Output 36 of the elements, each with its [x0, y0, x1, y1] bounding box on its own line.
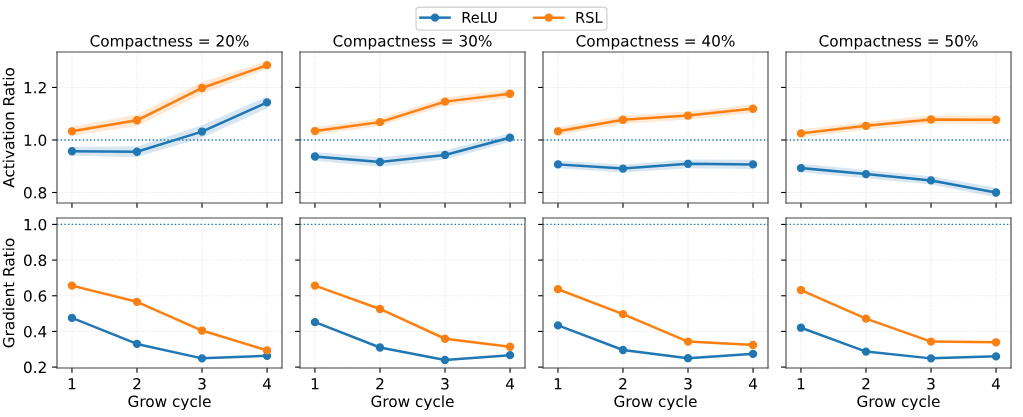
x-tick-label: 3: [441, 377, 449, 390]
x-axis-title: Grow cycle: [371, 395, 454, 411]
y-tick-label: 1.2: [24, 81, 46, 94]
chart-title: Compactness = 30%: [333, 35, 492, 50]
x-tick-label: 4: [991, 378, 1001, 390]
y-axis-title: Activation Ratio: [2, 68, 15, 188]
x-tick-label: 1: [554, 378, 562, 390]
x-tick-label: 1: [68, 378, 76, 390]
x-tick-label: 1: [797, 378, 805, 390]
chart-title: Compactness = 50%: [819, 35, 978, 50]
x-tick-label: 1: [311, 378, 319, 390]
y-axis-title: Gradient Ratio: [2, 238, 15, 348]
y-tick-label: 0.8: [23, 254, 47, 267]
chart-title: Compactness = 40%: [576, 35, 735, 50]
x-tick-label: 4: [748, 378, 758, 390]
y-tick-label: 0.4: [23, 325, 47, 338]
x-tick-label: 3: [684, 377, 692, 390]
legend-label: RSL: [576, 11, 603, 23]
y-tick-label: 0.8: [23, 186, 47, 199]
y-tick-label: 0.6: [23, 290, 47, 302]
x-axis-title: Grow cycle: [857, 395, 940, 411]
x-tick-label: 2: [376, 377, 384, 390]
x-tick-label: 2: [862, 377, 870, 390]
y-tick-label: 0.2: [23, 361, 46, 374]
x-tick-label: 2: [619, 377, 627, 390]
x-tick-label: 3: [198, 377, 206, 390]
x-tick-label: 4: [262, 378, 272, 390]
legend-label: ReLU: [462, 12, 497, 23]
y-tick-label: 1.0: [24, 218, 47, 231]
chart-title: Compactness = 20%: [90, 35, 249, 50]
y-tick-label: 1.0: [24, 134, 47, 146]
x-tick-label: 2: [133, 377, 141, 390]
x-tick-label: 3: [927, 377, 935, 390]
x-axis-title: Grow cycle: [614, 395, 697, 411]
x-axis-title: Grow cycle: [128, 395, 211, 411]
x-tick-label: 4: [505, 378, 515, 390]
